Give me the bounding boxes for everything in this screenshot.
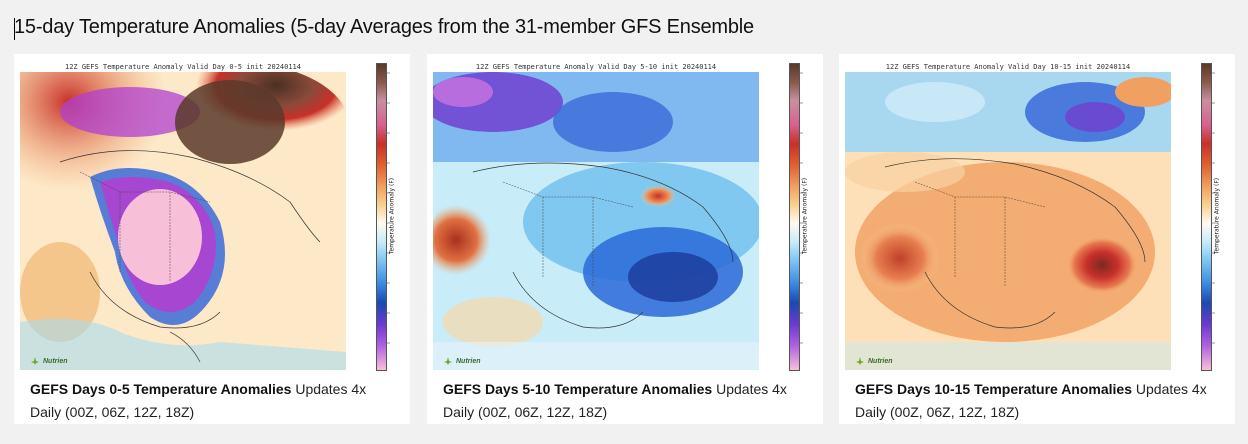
card-caption: GEFS Days 10-15 Temperature Anomalies Up… xyxy=(855,378,1225,424)
anomaly-map-image[interactable]: 12Z GEFS Temperature Anomaly Valid Day 1… xyxy=(845,62,1171,370)
caption-title[interactable]: GEFS Days 10-15 Temperature Anomalies xyxy=(855,381,1132,397)
map-header: 12Z GEFS Temperature Anomaly Valid Day 0… xyxy=(64,63,301,71)
map-header: 12Z GEFS Temperature Anomaly Valid Day 5… xyxy=(475,63,717,71)
anomaly-map-image[interactable]: 12Z GEFS Temperature Anomaly Valid Day 5… xyxy=(433,62,759,370)
anomaly-map xyxy=(433,72,759,370)
colorbar xyxy=(376,63,387,371)
nutrien-logo: Nutrien xyxy=(855,356,893,366)
colorbar xyxy=(1201,63,1212,371)
logo-text: Nutrien xyxy=(456,357,481,365)
colorbar xyxy=(789,63,800,371)
caption-detail: Updates 4x Daily (00Z, 06Z, 12Z, 18Z) xyxy=(30,381,367,420)
colorbar-ticks xyxy=(800,72,803,344)
colorbar-ticks xyxy=(1212,72,1215,344)
nutrien-logo: Nutrien xyxy=(443,356,481,366)
forecast-card-days-0-5[interactable]: 12Z GEFS Temperature Anomaly Valid Day 0… xyxy=(14,54,410,424)
caption-detail: Updates 4x Daily (00Z, 06Z, 12Z, 18Z) xyxy=(855,381,1207,420)
nutrien-logo: Nutrien xyxy=(30,356,68,366)
caption-detail: Updates 4x Daily (00Z, 06Z, 12Z, 18Z) xyxy=(443,381,787,420)
caption-title[interactable]: GEFS Days 5-10 Temperature Anomalies xyxy=(443,381,713,397)
card-caption: GEFS Days 5-10 Temperature Anomalies Upd… xyxy=(443,378,813,424)
card-caption: GEFS Days 0-5 Temperature Anomalies Upda… xyxy=(30,378,400,424)
page-title: 15-day Temperature Anomalies (5-day Aver… xyxy=(14,16,754,38)
colorbar-ticks xyxy=(387,72,390,344)
logo-text: Nutrien xyxy=(868,357,893,365)
anomaly-map xyxy=(20,72,346,370)
logo-text: Nutrien xyxy=(43,357,68,365)
forecast-card-days-10-15[interactable]: 12Z GEFS Temperature Anomaly Valid Day 1… xyxy=(839,54,1235,424)
text-cursor xyxy=(14,18,15,40)
anomaly-map-image[interactable]: 12Z GEFS Temperature Anomaly Valid Day 0… xyxy=(20,62,346,370)
forecast-card-days-5-10[interactable]: 12Z GEFS Temperature Anomaly Valid Day 5… xyxy=(427,54,823,424)
anomaly-map xyxy=(845,72,1171,370)
caption-title[interactable]: GEFS Days 0-5 Temperature Anomalies xyxy=(30,381,292,397)
map-header: 12Z GEFS Temperature Anomaly Valid Day 1… xyxy=(885,63,1131,71)
